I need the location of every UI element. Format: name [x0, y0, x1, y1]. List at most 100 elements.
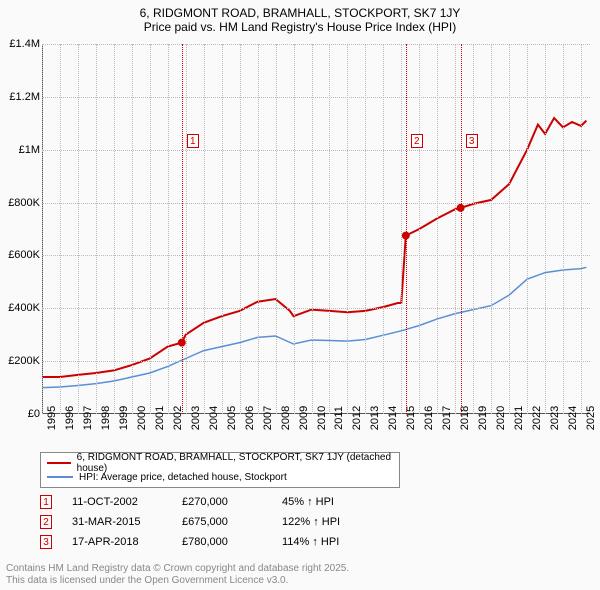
ytick-label: £200K	[0, 355, 40, 367]
gridline-v	[455, 44, 456, 414]
ytick-label: £800K	[0, 197, 40, 209]
event-date: 17-APR-2018	[72, 536, 162, 548]
marker-badge: 1	[187, 134, 199, 148]
gridline-v	[527, 44, 528, 414]
xtick-label: 2014	[387, 406, 399, 430]
ytick-label: £400K	[0, 302, 40, 314]
xtick-label: 2024	[567, 406, 579, 430]
chart-container: 6, RIDGMONT ROAD, BRAMHALL, STOCKPORT, S…	[0, 0, 600, 590]
event-diff: 122% ↑ HPI	[282, 516, 372, 528]
gridline-v	[276, 44, 277, 414]
gridline-h	[42, 44, 590, 45]
ytick-label: £600K	[0, 249, 40, 261]
xtick-label: 2019	[477, 406, 489, 430]
gridline-v	[186, 44, 187, 414]
gridline-v	[150, 44, 151, 414]
event-date: 11-OCT-2002	[72, 496, 162, 508]
xtick-label: 1995	[46, 406, 58, 430]
gridline-v	[240, 44, 241, 414]
gridline-v	[96, 44, 97, 414]
event-row: 1 11-OCT-2002 £270,000 45% ↑ HPI	[40, 492, 372, 512]
xtick-label: 2017	[441, 406, 453, 430]
xtick-label: 2006	[244, 406, 256, 430]
xtick-label: 2001	[154, 406, 166, 430]
gridline-v	[222, 44, 223, 414]
legend-row: 6, RIDGMONT ROAD, BRAMHALL, STOCKPORT, S…	[47, 456, 393, 470]
xtick-label: 2021	[513, 406, 525, 430]
event-badge: 2	[40, 515, 52, 529]
xtick-label: 2023	[549, 406, 561, 430]
gridline-v	[365, 44, 366, 414]
attribution: Contains HM Land Registry data © Crown c…	[6, 563, 349, 587]
gridline-v	[114, 44, 115, 414]
gridline-v	[383, 44, 384, 414]
gridline-h	[42, 150, 590, 151]
gridline-v	[401, 44, 402, 414]
gridline-v	[545, 44, 546, 414]
legend-swatch	[47, 476, 73, 478]
gridline-h	[42, 361, 590, 362]
gridline-v	[563, 44, 564, 414]
legend: 6, RIDGMONT ROAD, BRAMHALL, STOCKPORT, S…	[40, 452, 400, 488]
xtick-label: 1997	[82, 406, 94, 430]
gridline-v	[419, 44, 420, 414]
gridline-v	[78, 44, 79, 414]
xtick-label: 2016	[423, 406, 435, 430]
gridline-v	[473, 44, 474, 414]
event-price: £675,000	[182, 516, 262, 528]
marker-badge: 2	[411, 134, 423, 148]
xtick-label: 2007	[262, 406, 274, 430]
event-diff: 114% ↑ HPI	[282, 536, 372, 548]
xtick-label: 2005	[226, 406, 238, 430]
gridline-v	[42, 44, 43, 414]
xtick-label: 2025	[585, 406, 597, 430]
xtick-label: 2020	[495, 406, 507, 430]
legend-label: HPI: Average price, detached house, Stoc…	[79, 472, 287, 483]
marker-line	[461, 44, 462, 414]
gridline-v	[347, 44, 348, 414]
gridline-v	[132, 44, 133, 414]
gridline-v	[294, 44, 295, 414]
gridline-h	[42, 255, 590, 256]
event-price: £780,000	[182, 536, 262, 548]
event-badge: 1	[40, 495, 52, 509]
events-table: 1 11-OCT-2002 £270,000 45% ↑ HPI 2 31-MAR-201…	[40, 492, 372, 552]
xtick-label: 2015	[405, 406, 417, 430]
legend-swatch	[47, 462, 71, 464]
gridline-v	[204, 44, 205, 414]
chart-title: 6, RIDGMONT ROAD, BRAMHALL, STOCKPORT, S…	[0, 0, 600, 20]
xtick-label: 2009	[298, 406, 310, 430]
chart-subtitle: Price paid vs. HM Land Registry's House …	[0, 20, 600, 38]
ytick-label: £0	[0, 408, 40, 420]
event-diff: 45% ↑ HPI	[282, 496, 372, 508]
marker-line	[406, 44, 407, 414]
gridline-v	[258, 44, 259, 414]
ytick-label: £1M	[0, 144, 40, 156]
xtick-label: 1996	[64, 406, 76, 430]
xtick-label: 1998	[100, 406, 112, 430]
xtick-label: 2008	[280, 406, 292, 430]
xtick-label: 2003	[190, 406, 202, 430]
xtick-label: 2010	[316, 406, 328, 430]
event-row: 2 31-MAR-2015 £675,000 122% ↑ HPI	[40, 512, 372, 532]
series-line	[42, 267, 586, 387]
gridline-v	[60, 44, 61, 414]
gridline-v	[491, 44, 492, 414]
ytick-label: £1.4M	[0, 38, 40, 50]
marker-badge: 3	[466, 134, 478, 148]
gridline-h	[42, 97, 590, 98]
xtick-label: 2000	[136, 406, 148, 430]
attribution-line: Contains HM Land Registry data © Crown c…	[6, 563, 349, 575]
event-price: £270,000	[182, 496, 262, 508]
xtick-label: 2022	[531, 406, 543, 430]
gridline-v	[312, 44, 313, 414]
event-badge: 3	[40, 535, 52, 549]
xtick-label: 2011	[333, 406, 345, 430]
marker-line	[182, 44, 183, 414]
event-date: 31-MAR-2015	[72, 516, 162, 528]
xtick-label: 2012	[351, 406, 363, 430]
gridline-v	[509, 44, 510, 414]
xtick-label: 2004	[208, 406, 220, 430]
series-line	[42, 118, 586, 377]
gridline-v	[329, 44, 330, 414]
